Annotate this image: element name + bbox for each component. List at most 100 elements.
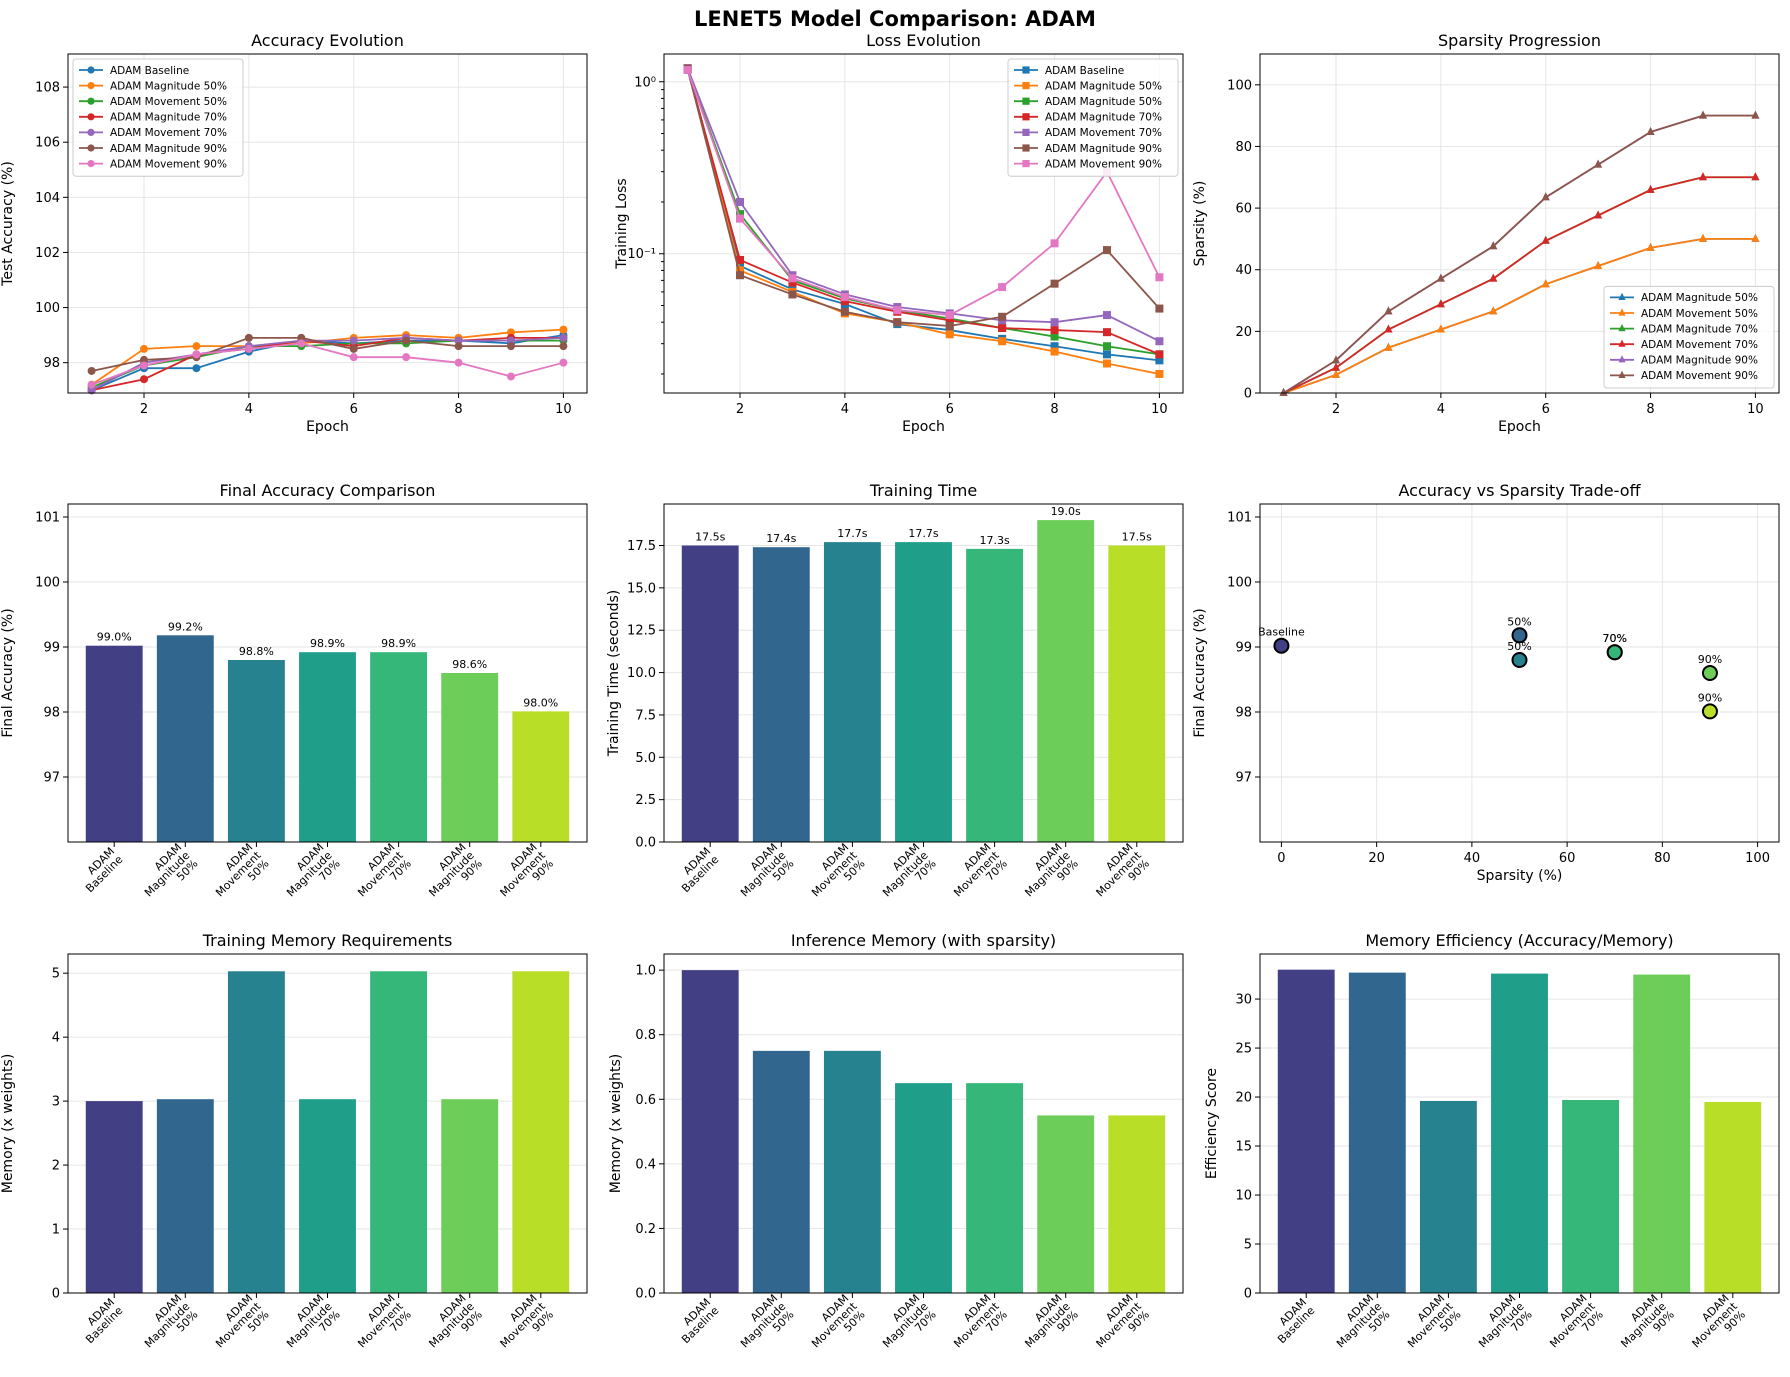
infmem-ytick-label: 0.6 xyxy=(635,1093,656,1108)
acc-xtick-label: 6 xyxy=(350,402,358,417)
data-point xyxy=(683,66,692,75)
tradeoff-chart: 97 98 99 100 101 0 20 40 60 80 100 Baseline 50% 50% 70… xyxy=(1192,481,1780,884)
time-ytick-label: 10.0 xyxy=(627,666,656,681)
data-point xyxy=(998,324,1007,333)
data-point xyxy=(1646,242,1655,251)
data-point xyxy=(454,342,463,351)
axes-frame xyxy=(663,503,1184,843)
time-ytick-label: 12.5 xyxy=(627,624,656,639)
data-point xyxy=(140,375,149,384)
acc-ytick-label: 104 xyxy=(35,191,60,206)
finalacc-title: Final Accuracy Comparison xyxy=(220,481,436,500)
acc-ytick-label: 100 xyxy=(35,301,60,316)
bar-value-label: 17.3s xyxy=(979,534,1009,547)
infmem-ytick-label: 0.2 xyxy=(635,1222,656,1237)
data-point xyxy=(788,274,797,283)
data-point xyxy=(1332,355,1341,364)
point-label: 70% xyxy=(1603,632,1627,645)
data-point xyxy=(1698,233,1707,242)
bar xyxy=(299,1099,356,1293)
tradeoff-xlabel: Sparsity (%) xyxy=(1477,868,1563,884)
data-point xyxy=(559,333,568,342)
axes-frame xyxy=(67,953,588,1294)
sparsity-xtick-label: 8 xyxy=(1646,402,1654,417)
data-point xyxy=(1541,235,1550,244)
acc-ytick-label: 98 xyxy=(43,356,60,371)
scatter-point xyxy=(1511,627,1528,644)
trainmem-ytick-label: 2 xyxy=(52,1159,60,1174)
bar xyxy=(966,548,1024,842)
point-label: 90% xyxy=(1698,653,1722,666)
trainmem-ytick-label: 3 xyxy=(52,1095,60,1110)
bar xyxy=(681,970,739,1293)
point-label: 70% xyxy=(1603,632,1627,645)
data-point xyxy=(1384,342,1393,351)
tradeoff-xtick-label: 80 xyxy=(1654,851,1671,866)
legend-marker xyxy=(1618,339,1626,347)
bar xyxy=(1108,545,1166,842)
data-point xyxy=(140,361,149,370)
data-point xyxy=(945,322,954,331)
acc-xtick-label: 8 xyxy=(454,402,462,417)
scatter-point xyxy=(1701,703,1718,720)
loss-xtick-label: 8 xyxy=(1050,402,1058,417)
bar xyxy=(512,971,570,1293)
data-point xyxy=(788,290,797,299)
bar xyxy=(1633,974,1691,1293)
legend-marker xyxy=(87,144,95,152)
legend-marker xyxy=(87,97,95,105)
data-point xyxy=(1436,273,1445,282)
sparsity-xtick-label: 6 xyxy=(1542,402,1550,417)
series-line xyxy=(686,68,1161,327)
point-label: 90% xyxy=(1698,691,1722,704)
bar xyxy=(370,652,428,842)
loss-xtick-label: 4 xyxy=(841,402,849,417)
series-line xyxy=(686,67,1160,375)
bar-value-label: 98.9% xyxy=(310,637,345,650)
sparsity-title: Sparsity Progression xyxy=(1438,31,1601,50)
sparsity-ytick-label: 80 xyxy=(1235,140,1252,155)
trainmem-ytick-label: 0 xyxy=(52,1287,60,1302)
legend-marker xyxy=(1022,97,1030,105)
axes-frame xyxy=(1259,953,1780,1294)
bar xyxy=(85,645,143,842)
acc-xtick-label: 4 xyxy=(245,402,253,417)
loss-ytick-label: 10⁻¹ xyxy=(627,247,656,262)
loss-xtick-label: 10 xyxy=(1151,402,1168,417)
data-point xyxy=(506,336,515,345)
loss-xtick-label: 6 xyxy=(946,402,954,417)
data-point xyxy=(192,350,201,359)
bar xyxy=(299,652,356,842)
series-line xyxy=(91,336,564,372)
memeff-ytick-label: 15 xyxy=(1235,1140,1252,1155)
legend-marker xyxy=(1022,144,1030,152)
bar-value-label: 98.0% xyxy=(523,696,558,709)
data-point xyxy=(1050,279,1059,288)
legend-entry: ADAM Magnitude 90% xyxy=(1045,143,1162,155)
data-point xyxy=(1646,126,1655,135)
bar xyxy=(823,542,881,842)
data-point xyxy=(1332,362,1341,371)
data-point xyxy=(506,372,515,381)
data-point xyxy=(893,306,902,315)
infmem-title: Inference Memory (with sparsity) xyxy=(791,931,1056,950)
time-ytick-label: 7.5 xyxy=(635,708,656,723)
legend-entry: ADAM Movement 50% xyxy=(1641,308,1758,320)
legend-marker xyxy=(1022,113,1030,121)
data-point xyxy=(736,214,745,223)
sparsity-xtick-label: 4 xyxy=(1437,402,1445,417)
data-point xyxy=(945,326,954,335)
legend-marker xyxy=(87,160,95,168)
data-point xyxy=(1541,279,1550,288)
bar xyxy=(1277,969,1335,1293)
data-point xyxy=(998,337,1007,346)
data-point xyxy=(1102,359,1111,368)
finalacc-ytick-label: 101 xyxy=(35,511,60,526)
data-point xyxy=(192,342,201,351)
acc-legend: ADAM Baseline ADAM Magnitude 50% ADAM Move… xyxy=(72,58,244,177)
acc-ytick-label: 108 xyxy=(35,81,60,96)
bar xyxy=(227,971,285,1293)
series-line xyxy=(91,334,564,392)
finalacc-ylabel: Final Accuracy (%) xyxy=(0,608,16,737)
